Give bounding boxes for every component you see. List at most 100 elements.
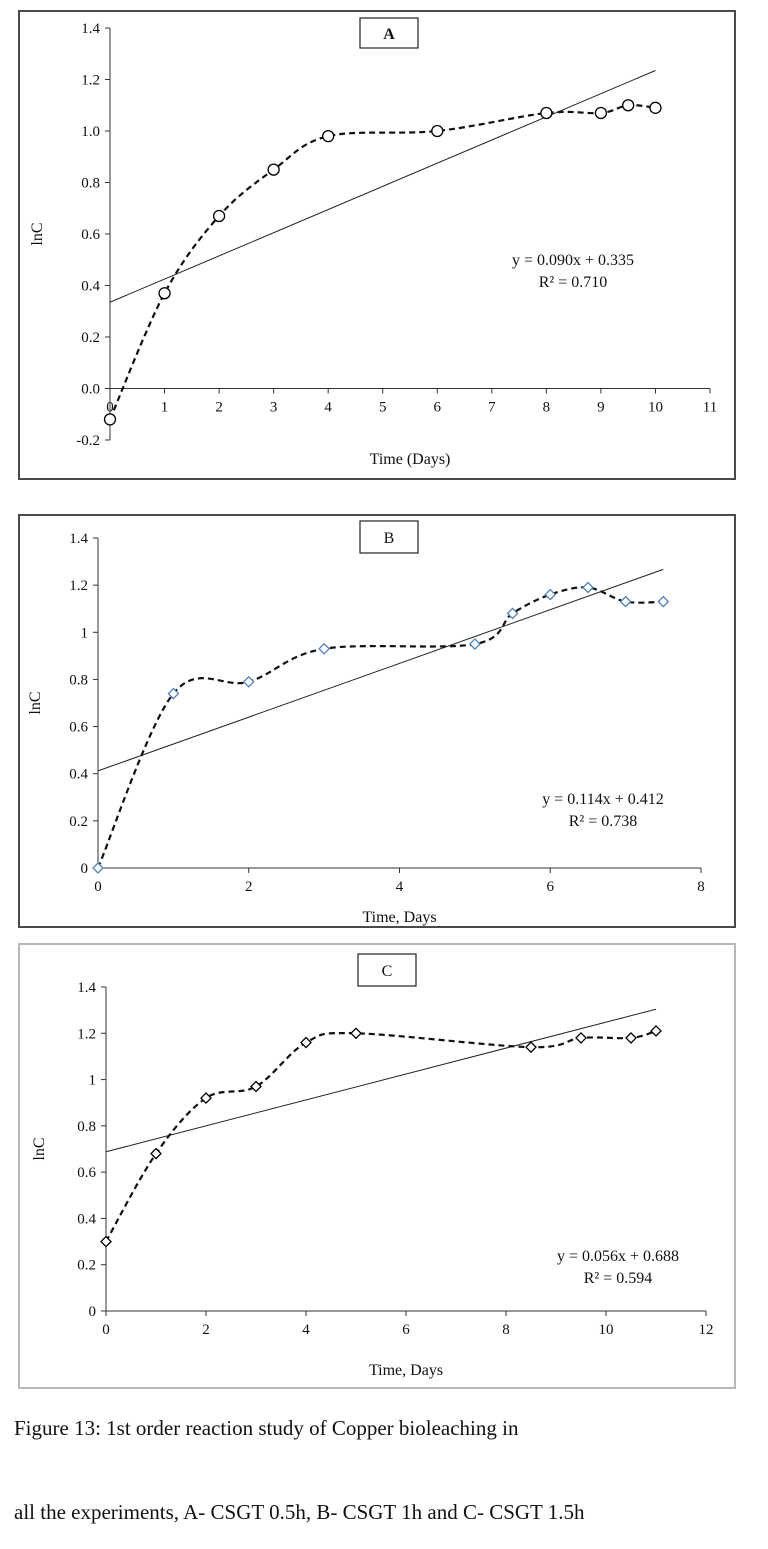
chart-c-y-tick-label: 1.2 bbox=[77, 1026, 96, 1042]
chart-b-x-axis-label: Time, Days bbox=[362, 909, 436, 926]
chart-a-x-tick-label: 4 bbox=[324, 400, 332, 416]
chart-c-data-point bbox=[300, 1036, 312, 1049]
chart-c-data-point bbox=[575, 1031, 587, 1044]
chart-a-r-squared: R² = 0.710 bbox=[539, 274, 608, 291]
figure-caption-line-1: Figure 13: 1st order reaction study of C… bbox=[14, 1416, 519, 1440]
chart-a-y-tick-label: 0.4 bbox=[81, 279, 100, 295]
chart-b-series-line bbox=[96, 586, 664, 869]
chart-a-data-point bbox=[103, 413, 117, 426]
chart-c-r-squared: R² = 0.594 bbox=[584, 1270, 653, 1287]
chart-c-trend-equation: y = 0.056x + 0.688 bbox=[557, 1248, 679, 1265]
chart-c-y-tick-label: 0.8 bbox=[77, 1119, 96, 1135]
chart-c-data-point bbox=[100, 1235, 112, 1248]
chart-a-panel-label-box bbox=[359, 17, 419, 49]
chart-b-y-tick-label: 0.8 bbox=[69, 672, 88, 688]
chart-a-panel-label: A bbox=[383, 26, 395, 43]
chart-b-data-point bbox=[318, 642, 331, 655]
chart-b-panel-label-box bbox=[359, 520, 419, 554]
chart-b-svg: 0 0.2 0.4 0.6 0.8 1 1.2 1.4 0 2 4 6 8 Time, Days lnC By… bbox=[27, 520, 705, 926]
chart-b-data-point bbox=[544, 588, 557, 601]
chart-c-x-tick-label: 10 bbox=[599, 1322, 614, 1338]
chart-c-data-point bbox=[150, 1147, 162, 1160]
chart-b-y-tick-label: 0 bbox=[81, 861, 89, 877]
chart-b-data-point bbox=[167, 687, 180, 700]
chart-b-y-tick-label: 1.2 bbox=[69, 578, 88, 594]
chart-a-data-point bbox=[594, 106, 608, 120]
chart-c-data-point bbox=[525, 1041, 537, 1054]
chart-a-x-tick-label: 0 bbox=[106, 400, 114, 416]
chart-c-y-tick-label: 0.2 bbox=[77, 1258, 96, 1274]
chart-b-data-point bbox=[657, 595, 670, 608]
chart-c-data-point bbox=[200, 1092, 212, 1105]
chart-c-x-axis-label: Time, Days bbox=[369, 1362, 443, 1379]
chart-b-data-point bbox=[92, 862, 104, 874]
chart-a-x-tick-label: 5 bbox=[379, 400, 387, 416]
chart-a-data-point bbox=[540, 106, 553, 120]
chart-b-trend-equation: y = 0.114x + 0.412 bbox=[542, 791, 663, 808]
chart-c-y-tick-label: 0.4 bbox=[77, 1211, 96, 1227]
chart-a-data-point bbox=[158, 287, 171, 300]
chart-c-y-tick-label: 0.6 bbox=[77, 1165, 96, 1181]
chart-a-y-axis-label: lnC bbox=[29, 222, 46, 245]
chart-b-y-tick-label: 0.2 bbox=[69, 814, 88, 830]
chart-b-x-tick-label: 2 bbox=[245, 879, 253, 895]
chart-c-x-tick-label: 12 bbox=[699, 1322, 714, 1338]
chart-a-data-point bbox=[212, 209, 226, 223]
chart-c-svg: 0 0.2 0.4 0.6 0.8 1 1.2 1.4 0 2 4 6 8 10 12 Time, Days l… bbox=[31, 953, 714, 1379]
chart-c-data-point bbox=[650, 1025, 662, 1037]
chart-c-data-point bbox=[350, 1027, 362, 1040]
chart-c-x-tick-label: 2 bbox=[202, 1322, 210, 1338]
chart-b-y-tick-label: 1 bbox=[81, 625, 89, 641]
chart-b-x-tick-label: 4 bbox=[396, 879, 404, 895]
chart-a-x-tick-label: 11 bbox=[703, 400, 717, 416]
chart-b-x-tick-label: 6 bbox=[547, 879, 555, 895]
chart-a-y-tick-label: 1.2 bbox=[81, 73, 100, 89]
chart-a-x-tick-label: 7 bbox=[488, 400, 496, 416]
chart-a-x-tick-label: 1 bbox=[161, 400, 169, 416]
chart-c-x-tick-label: 8 bbox=[502, 1322, 510, 1338]
chart-c-y-tick-label: 1 bbox=[89, 1073, 97, 1089]
figure-caption-line-2: all the experiments, A- CSGT 0.5h, B- CS… bbox=[14, 1500, 585, 1524]
chart-b-trendline bbox=[97, 568, 664, 772]
chart-a-x-tick-label: 8 bbox=[543, 400, 551, 416]
chart-a-x-axis-label: Time (Days) bbox=[370, 451, 451, 468]
chart-a-x-tick-label: 3 bbox=[270, 400, 278, 416]
chart-b-x-tick-label: 0 bbox=[94, 879, 102, 895]
chart-c-data-point bbox=[250, 1080, 262, 1093]
chart-a-trend-equation: y = 0.090x + 0.335 bbox=[512, 252, 634, 269]
chart-c-panel-label: C bbox=[382, 963, 393, 980]
chart-b-data-point bbox=[582, 581, 594, 594]
chart-a-y-tick-label: 0.8 bbox=[81, 176, 100, 192]
chart-c-y-axis-label: lnC bbox=[31, 1137, 48, 1160]
chart-b-data-point bbox=[506, 607, 519, 620]
chart-b-panel-label: B bbox=[384, 530, 395, 547]
chart-b-y-axis-label: lnC bbox=[27, 691, 44, 714]
chart-a-y-tick-label: -0.2 bbox=[76, 433, 100, 449]
chart-panel-c: 0 0.2 0.4 0.6 0.8 1 1.2 1.4 0 2 4 6 8 10 12 Time, Days l… bbox=[18, 943, 736, 1389]
chart-a-x-tick-label: 10 bbox=[648, 400, 663, 416]
chart-a-data-point bbox=[622, 99, 635, 112]
chart-b-y-tick-label: 0.4 bbox=[69, 767, 88, 783]
chart-b-x-tick-label: 8 bbox=[697, 879, 705, 895]
chart-b-y-tick-label: 0.6 bbox=[69, 720, 88, 736]
chart-a-series-line bbox=[108, 103, 656, 420]
chart-c-y-tick-label: 1.4 bbox=[77, 980, 96, 996]
chart-c-trendline bbox=[105, 1008, 657, 1153]
chart-a-y-tick-label: 0.0 bbox=[81, 382, 100, 398]
chart-a-data-point bbox=[649, 101, 662, 114]
chart-b-data-point bbox=[242, 675, 255, 688]
chart-a-y-tick-label: 0.2 bbox=[81, 330, 100, 346]
chart-b-y-tick-label: 1.4 bbox=[69, 531, 88, 547]
chart-a-trendline bbox=[109, 70, 656, 303]
chart-a-y-tick-label: 0.6 bbox=[81, 227, 100, 243]
chart-c-x-tick-label: 0 bbox=[102, 1322, 110, 1338]
chart-c-y-tick-label: 0 bbox=[89, 1304, 97, 1320]
chart-a-y-tick-label: 1.0 bbox=[81, 124, 100, 140]
chart-a-x-tick-label: 2 bbox=[215, 400, 223, 416]
chart-c-x-tick-label: 6 bbox=[402, 1322, 410, 1338]
chart-a-x-tick-label: 6 bbox=[434, 400, 442, 416]
chart-a-data-point bbox=[322, 130, 335, 143]
chart-c-data-point bbox=[625, 1031, 637, 1044]
chart-panel-a: -0.2 0.0 0.2 0.4 0.6 0.8 1.0 1.2 1.4 0 1 2 3 4 5 6 7 8 9 10… bbox=[18, 10, 736, 480]
